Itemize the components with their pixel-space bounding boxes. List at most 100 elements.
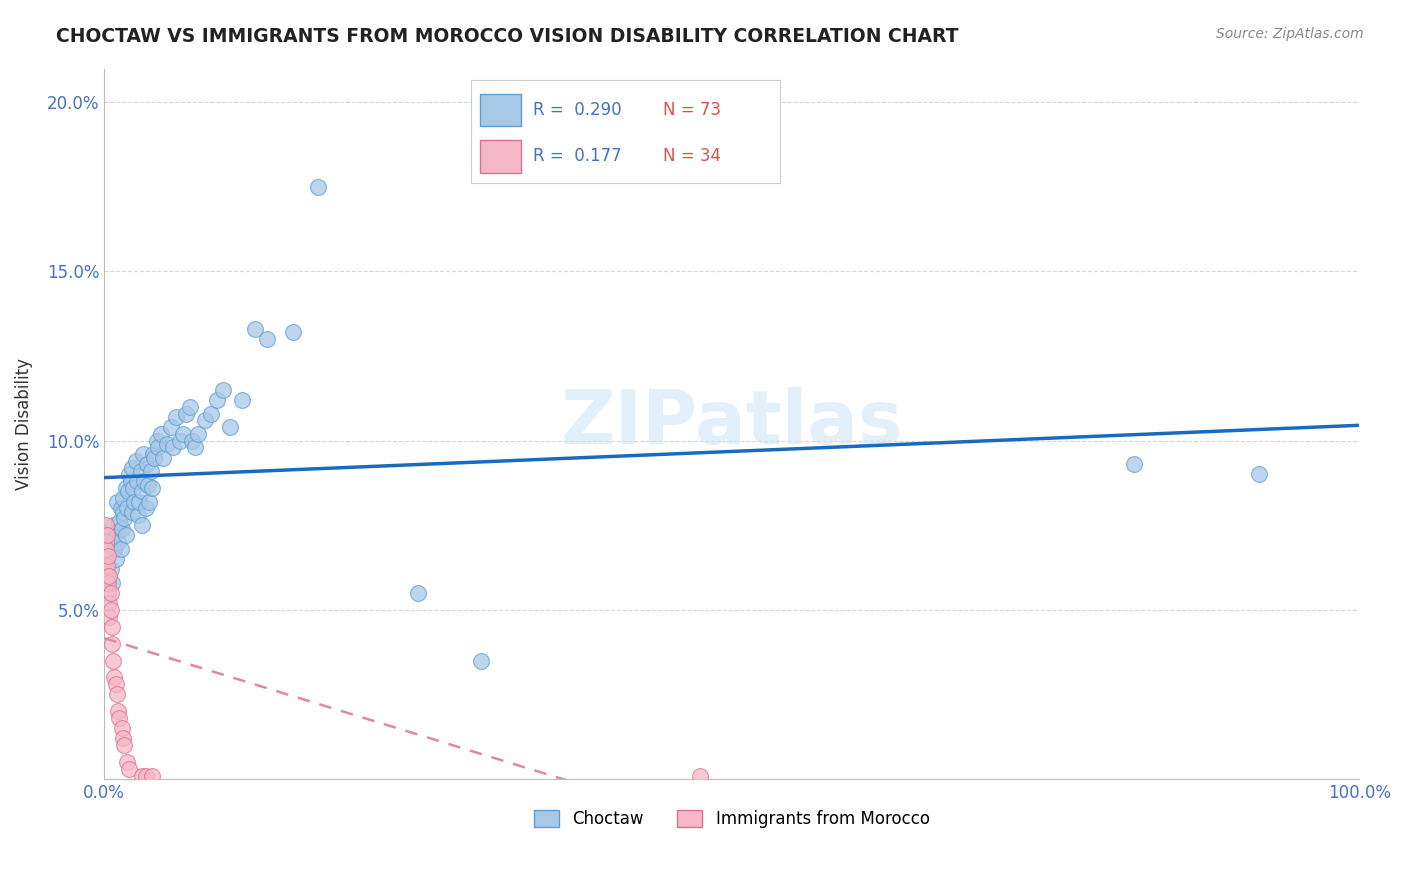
Point [125,474,148,488]
Point [179,400,201,414]
Point [243,322,266,336]
Point [121,505,143,519]
Point [136,477,159,491]
Point [205,392,228,407]
Point [256,332,278,346]
Point [183,441,205,455]
Point [121,460,143,475]
Point [152,450,174,465]
Y-axis label: Vision Disability: Vision Disability [15,358,32,490]
Point [127,508,149,522]
Point [128,494,150,508]
Point [169,434,191,448]
Point [135,768,157,782]
Point [112,511,135,525]
Point [108,711,131,725]
Point [98,596,121,610]
Point [1249,467,1271,482]
Text: R =  0.290: R = 0.290 [533,101,621,119]
Point [105,524,128,539]
Text: Source: ZipAtlas.com: Source: ZipAtlas.com [1216,27,1364,41]
Point [100,603,122,617]
Point [97,575,120,590]
Point [94,535,117,549]
FancyBboxPatch shape [481,140,520,173]
Point [136,458,159,472]
Point [112,491,135,505]
Point [94,518,117,533]
Point [101,620,124,634]
Point [135,501,157,516]
Point [138,494,160,508]
Point [689,768,711,782]
Legend: Choctaw, Immigrants from Morocco: Choctaw, Immigrants from Morocco [527,803,936,835]
Point [100,562,122,576]
Point [107,704,129,718]
Point [129,464,152,478]
Point [97,586,120,600]
Point [103,532,125,546]
Point [307,180,329,194]
Point [124,454,146,468]
Point [108,515,131,529]
Point [142,447,165,461]
Point [131,484,153,499]
Point [103,541,125,556]
Point [141,768,163,782]
Point [187,426,209,441]
Point [100,586,122,600]
Point [110,541,132,556]
Point [98,609,121,624]
Point [156,437,179,451]
Point [134,474,156,488]
Point [94,552,117,566]
Point [159,420,181,434]
Point [96,528,118,542]
Point [101,518,124,533]
FancyBboxPatch shape [481,94,520,127]
Point [103,670,125,684]
Point [107,535,129,549]
Point [148,441,170,455]
Point [97,549,120,563]
Point [101,653,124,667]
Point [110,501,132,516]
Point [104,677,127,691]
Point [105,494,128,508]
Point [105,687,128,701]
Point [115,755,138,769]
Point [231,392,253,407]
Point [218,420,240,434]
Point [97,528,120,542]
Point [149,426,172,441]
Point [406,586,429,600]
Text: R =  0.177: R = 0.177 [533,147,621,165]
Point [101,637,124,651]
Point [470,653,492,667]
Point [115,501,138,516]
Point [120,474,142,488]
Point [114,528,136,542]
Point [143,450,166,465]
Point [141,481,163,495]
Point [132,447,155,461]
Point [118,467,141,482]
Point [172,426,194,441]
Point [112,505,135,519]
Point [111,522,134,536]
Point [181,434,204,448]
Point [131,768,153,782]
Point [114,481,136,495]
Point [212,383,235,397]
Point [194,413,217,427]
Text: ZIPatlas: ZIPatlas [561,387,903,460]
Point [112,731,135,746]
Point [200,407,222,421]
Point [131,518,153,533]
Point [124,494,146,508]
Point [96,569,118,583]
Point [96,575,118,590]
Text: CHOCTAW VS IMMIGRANTS FROM MOROCCO VISION DISABILITY CORRELATION CHART: CHOCTAW VS IMMIGRANTS FROM MOROCCO VISIO… [56,27,959,45]
Point [174,407,197,421]
Point [117,484,139,499]
